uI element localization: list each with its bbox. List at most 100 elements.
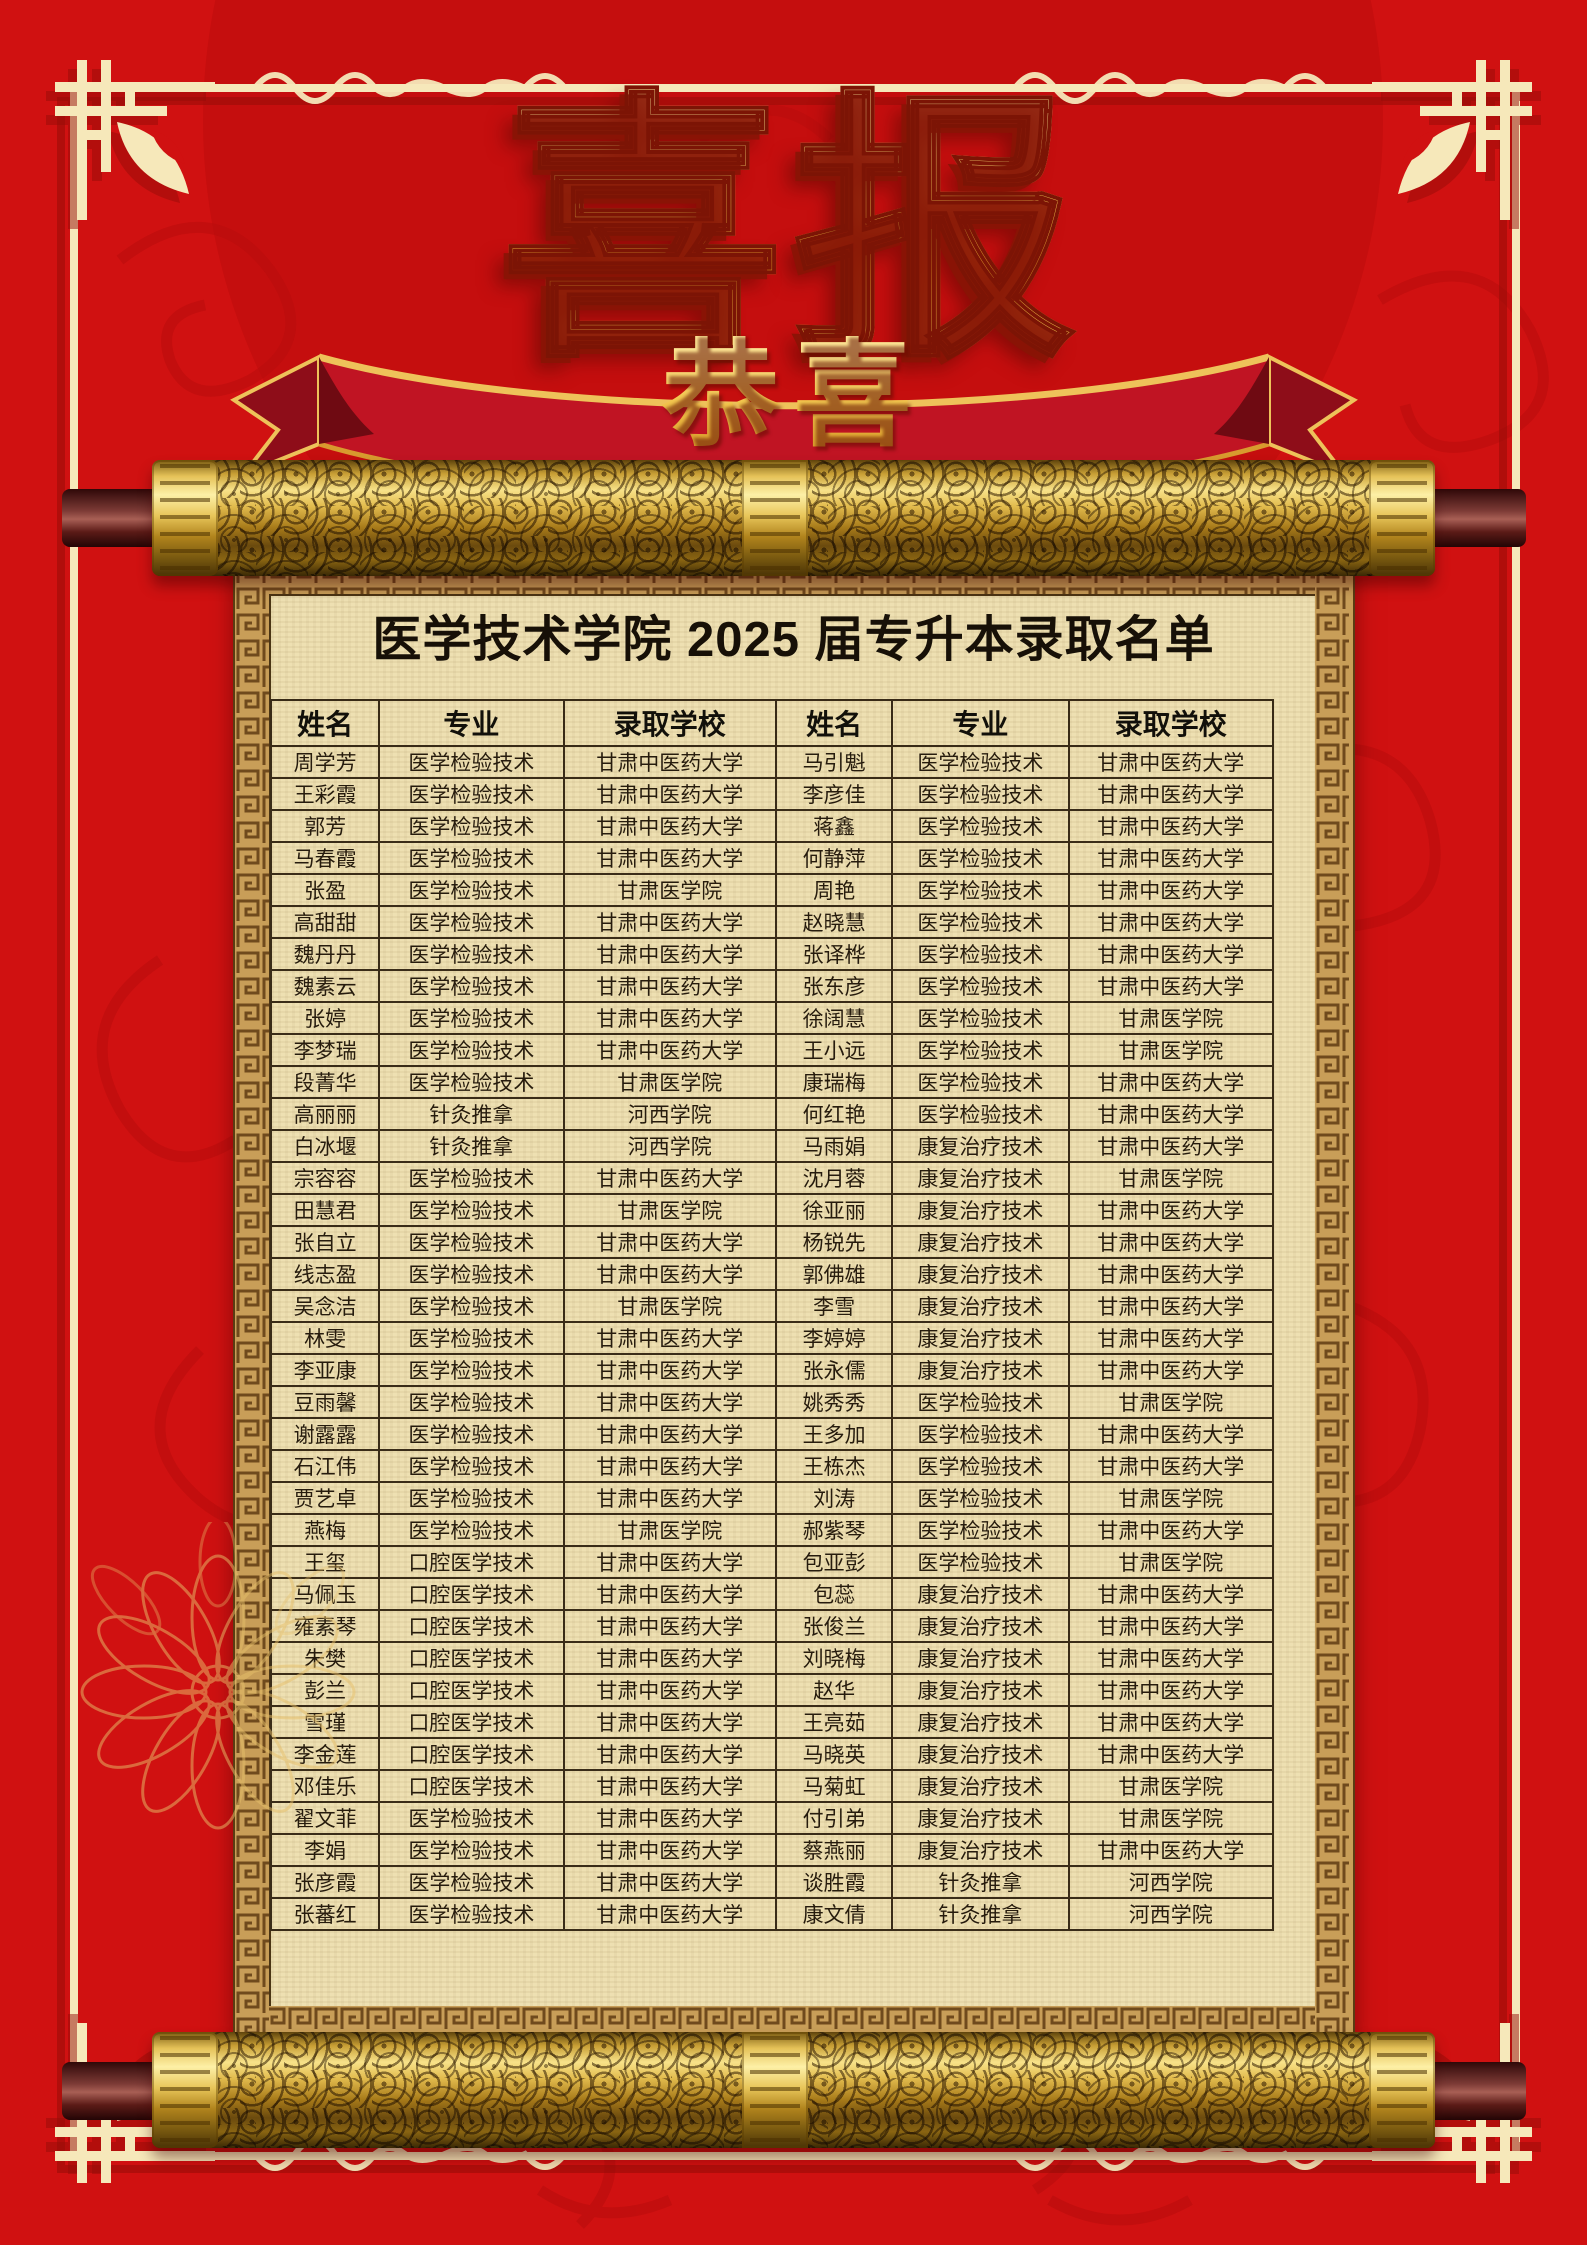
- table-cell: 康复治疗技术: [891, 1673, 1070, 1707]
- table-cell: 河西学院: [1067, 1865, 1275, 1899]
- table-cell: 康复治疗技术: [891, 1801, 1070, 1835]
- table-row: 魏丹丹 医学检验技术 甘肃中医药大学 张译桦 医学检验技术 甘肃中医药大学: [269, 937, 1275, 971]
- table-cell: 甘肃中医药大学: [562, 809, 777, 843]
- table-cell: 医学检验技术: [891, 937, 1070, 971]
- table-cell: 康复治疗技术: [891, 1641, 1070, 1675]
- table-cell: 贾艺卓: [269, 1481, 381, 1515]
- table-cell: 甘肃医学院: [1067, 1385, 1275, 1419]
- table-cell: 张婷: [269, 1001, 381, 1035]
- table-cell: 甘肃中医药大学: [562, 1833, 777, 1867]
- scroll-rod-left: [62, 489, 166, 547]
- scroll-rod-left: [62, 2062, 166, 2120]
- table-cell: 医学检验技术: [891, 1033, 1070, 1067]
- table-row: 郭芳 医学检验技术 甘肃中医药大学 蒋鑫 医学检验技术 甘肃中医药大学: [269, 809, 1275, 843]
- table-cell: 甘肃医学院: [1067, 1545, 1275, 1579]
- column-header: 录取学校: [562, 699, 777, 747]
- table-cell: 医学检验技术: [378, 1193, 565, 1227]
- table-cell: 周学芳: [269, 745, 381, 779]
- table-cell: 郭芳: [269, 809, 381, 843]
- table-cell: 甘肃中医药大学: [562, 1001, 777, 1035]
- table-cell: 医学检验技术: [378, 937, 565, 971]
- table-row: 吴念洁 医学检验技术 甘肃医学院 李雪 康复治疗技术 甘肃中医药大学: [269, 1289, 1275, 1323]
- table-cell: 康复治疗技术: [891, 1833, 1070, 1867]
- table-cell: 李金莲: [269, 1737, 381, 1771]
- table-cell: 医学检验技术: [891, 841, 1070, 875]
- table-cell: 甘肃中医药大学: [562, 1161, 777, 1195]
- brocade-border-left: [235, 560, 269, 2040]
- table-row: 谢露露 医学检验技术 甘肃中医药大学 王多加 医学检验技术 甘肃中医药大学: [269, 1417, 1275, 1451]
- table-row: 周学芳 医学检验技术 甘肃中医药大学 马引魁 医学检验技术 甘肃中医药大学: [269, 745, 1275, 779]
- table-cell: 张俊兰: [774, 1609, 894, 1643]
- table-cell: 医学检验技术: [891, 777, 1070, 811]
- table-cell: 王小远: [774, 1033, 894, 1067]
- table-row: 张蕃红 医学检验技术 甘肃中医药大学 康文倩 针灸推拿 河西学院: [269, 1897, 1275, 1931]
- table-cell: 口腔医学技术: [378, 1673, 565, 1707]
- table-cell: 蒋鑫: [774, 809, 894, 843]
- table-cell: 医学检验技术: [891, 969, 1070, 1003]
- table-cell: 医学检验技术: [891, 1001, 1070, 1035]
- table-row: 马佩玉 口腔医学技术 甘肃中医药大学 包蕊 康复治疗技术 甘肃中医药大学: [269, 1577, 1275, 1611]
- table-cell: 甘肃医学院: [1067, 1033, 1275, 1067]
- table-row: 朱樊 口腔医学技术 甘肃中医药大学 刘晓梅 康复治疗技术 甘肃中医药大学: [269, 1641, 1275, 1675]
- table-cell: 甘肃中医药大学: [562, 1545, 777, 1579]
- table-cell: 医学检验技术: [378, 1481, 565, 1515]
- table-cell: 口腔医学技术: [378, 1705, 565, 1739]
- table-cell: 医学检验技术: [378, 905, 565, 939]
- table-cell: 医学检验技术: [891, 1417, 1070, 1451]
- table-cell: 康复治疗技术: [891, 1257, 1070, 1291]
- table-cell: 甘肃医学院: [1067, 1769, 1275, 1803]
- table-cell: 甘肃中医药大学: [562, 1385, 777, 1419]
- table-cell: 甘肃中医药大学: [1067, 1705, 1275, 1739]
- table-cell: 康复治疗技术: [891, 1129, 1070, 1163]
- table-cell: 甘肃中医药大学: [1067, 1417, 1275, 1451]
- table-cell: 医学检验技术: [891, 809, 1070, 843]
- table-cell: 甘肃医学院: [562, 873, 777, 907]
- table-cell: 高甜甜: [269, 905, 381, 939]
- table-cell: 甘肃中医药大学: [562, 1481, 777, 1515]
- table-cell: 甘肃中医药大学: [562, 1769, 777, 1803]
- table-cell: 王彩霞: [269, 777, 381, 811]
- table-cell: 甘肃医学院: [562, 1193, 777, 1227]
- table-cell: 王亮茹: [774, 1705, 894, 1739]
- table-cell: 甘肃中医药大学: [1067, 1193, 1275, 1227]
- table-cell: 医学检验技术: [891, 905, 1070, 939]
- scroll-rod-right: [1420, 489, 1526, 547]
- table-cell: 甘肃中医药大学: [562, 1449, 777, 1483]
- table-cell: 张译桦: [774, 937, 894, 971]
- table-cell: 杨锐先: [774, 1225, 894, 1259]
- table-cell: 甘肃中医药大学: [562, 1577, 777, 1611]
- ribbon-left-tail: [230, 353, 321, 479]
- table-cell: 何静萍: [774, 841, 894, 875]
- table-cell: 赵华: [774, 1673, 894, 1707]
- table-row: 豆雨馨 医学检验技术 甘肃中医药大学 姚秀秀 医学检验技术 甘肃医学院: [269, 1385, 1275, 1419]
- table-cell: 医学检验技术: [891, 873, 1070, 907]
- table-cell: 甘肃中医药大学: [562, 1865, 777, 1899]
- table-cell: 甘肃医学院: [562, 1065, 777, 1099]
- table-cell: 吴念洁: [269, 1289, 381, 1323]
- table-row: 李梦瑞 医学检验技术 甘肃中医药大学 王小远 医学检验技术 甘肃医学院: [269, 1033, 1275, 1067]
- table-cell: 甘肃中医药大学: [562, 745, 777, 779]
- table-cell: 甘肃中医药大学: [1067, 745, 1275, 779]
- table-cell: 马春霞: [269, 841, 381, 875]
- table-cell: 邓佳乐: [269, 1769, 381, 1803]
- table-cell: 医学检验技术: [378, 1801, 565, 1835]
- table-cell: 医学检验技术: [891, 1513, 1070, 1547]
- table-cell: 林雯: [269, 1321, 381, 1355]
- column-header: 姓名: [774, 699, 894, 747]
- table-cell: 医学检验技术: [378, 777, 565, 811]
- table-cell: 甘肃中医药大学: [1067, 969, 1275, 1003]
- table-cell: 医学检验技术: [378, 969, 565, 1003]
- table-row: 张自立 医学检验技术 甘肃中医药大学 杨锐先 康复治疗技术 甘肃中医药大学: [269, 1225, 1275, 1259]
- table-cell: 甘肃中医药大学: [562, 1737, 777, 1771]
- table-cell: 包亚彭: [774, 1545, 894, 1579]
- table-cell: 医学检验技术: [891, 1449, 1070, 1483]
- table-cell: 口腔医学技术: [378, 1641, 565, 1675]
- scroll-rod-right: [1420, 2062, 1526, 2120]
- table-cell: 医学检验技术: [378, 809, 565, 843]
- table-cell: 甘肃中医药大学: [562, 1801, 777, 1835]
- table-cell: 甘肃中医药大学: [562, 1257, 777, 1291]
- table-cell: 甘肃中医药大学: [1067, 777, 1275, 811]
- table-cell: 李娟: [269, 1833, 381, 1867]
- table-row: 李金莲 口腔医学技术 甘肃中医药大学 马晓英 康复治疗技术 甘肃中医药大学: [269, 1737, 1275, 1771]
- table-cell: 甘肃中医药大学: [562, 1033, 777, 1067]
